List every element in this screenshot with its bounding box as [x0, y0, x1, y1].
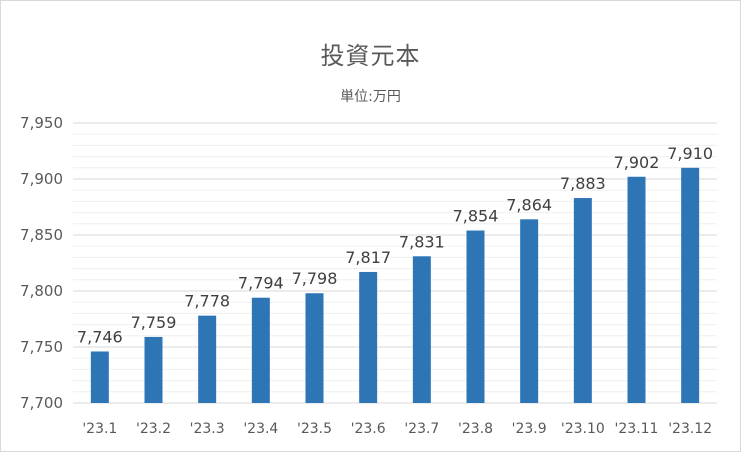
data-label: 7,910 [667, 144, 713, 163]
x-tick-label: '23.12 [668, 421, 712, 437]
x-tick-label: '23.8 [458, 421, 493, 437]
bar [412, 256, 431, 403]
x-tick-label: '23.11 [615, 421, 659, 437]
bar [359, 271, 378, 403]
bar [681, 167, 700, 403]
data-labels: 7,746 7,759 7,778 7,794 7,798 7,817 7,831 7,854… [77, 144, 713, 347]
bar [90, 351, 109, 403]
data-label: 7,902 [614, 153, 660, 172]
data-label: 7,854 [453, 207, 499, 226]
y-axis-ticks: 7,700 7,750 7,800 7,850 7,900 7,950 [20, 114, 63, 412]
bars [90, 167, 700, 403]
y-tick-label: 7,900 [20, 170, 63, 188]
bar [144, 336, 163, 403]
data-label: 7,759 [131, 313, 177, 332]
x-tick-label: '23.9 [512, 421, 547, 437]
bar [251, 297, 270, 403]
data-label: 7,794 [238, 274, 284, 293]
x-tick-label: '23.5 [297, 421, 332, 437]
x-axis-ticks: '23.1 '23.2 '23.3 '23.4 '23.5 '23.6 '23.7 '23.8… [82, 421, 712, 437]
y-tick-label: 7,950 [20, 114, 63, 132]
data-label: 7,746 [77, 327, 123, 346]
x-tick-label: '23.4 [243, 421, 278, 437]
data-label: 7,831 [399, 232, 445, 251]
y-tick-label: 7,850 [20, 226, 63, 244]
bar [573, 198, 592, 403]
bar [466, 230, 485, 403]
y-tick-label: 7,700 [20, 394, 63, 412]
bar [198, 315, 217, 403]
x-tick-label: '23.10 [561, 421, 605, 437]
y-tick-label: 7,750 [20, 338, 63, 356]
data-label: 7,778 [184, 292, 230, 311]
bar [627, 176, 646, 403]
chart-subtitle: 単位:万円 [340, 89, 401, 105]
chart-title: 投資元本 [320, 42, 421, 70]
data-label: 7,864 [506, 195, 552, 214]
y-tick-label: 7,800 [20, 282, 63, 300]
data-label: 7,817 [345, 248, 391, 267]
gridlines [73, 122, 717, 404]
bar [520, 219, 539, 403]
x-tick-label: '23.2 [136, 421, 171, 437]
bar [305, 293, 324, 403]
x-tick-label: '23.1 [82, 421, 117, 437]
data-label: 7,798 [292, 269, 338, 288]
x-tick-label: '23.7 [404, 421, 439, 437]
data-label: 7,883 [560, 174, 606, 193]
x-tick-label: '23.3 [190, 421, 225, 437]
x-tick-label: '23.6 [351, 421, 386, 437]
